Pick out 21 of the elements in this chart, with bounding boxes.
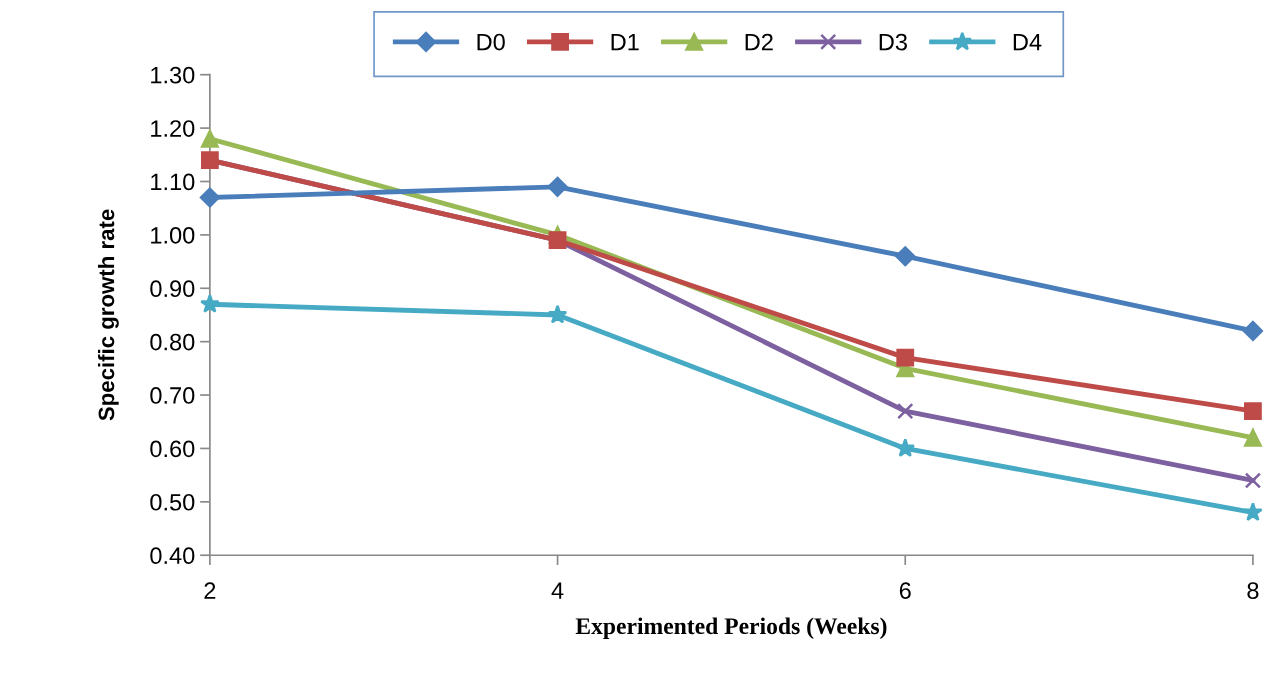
legend-label: D3	[879, 33, 907, 51]
y-tick-label: 1.00	[151, 226, 195, 244]
y-tick-label: 0.60	[150, 440, 195, 458]
y-tick-label: 0.80	[150, 333, 195, 351]
y-axis-title: Specific growth rate	[97, 209, 119, 421]
x-tick-label: 8	[1247, 582, 1259, 599]
x-tick-label: 4	[551, 582, 564, 599]
x-tick-label: 6	[899, 582, 911, 599]
legend-label: D4	[1013, 33, 1042, 51]
x-tick-label: 2	[204, 582, 216, 599]
y-tick-label: 0.70	[150, 387, 195, 404]
legend-label: D1	[611, 33, 639, 51]
y-tick-label: 0.40	[150, 547, 195, 565]
legend-label: D0	[477, 33, 505, 51]
x-axis-title: Experimented Periods (Weeks)	[575, 617, 887, 639]
y-tick-label: 1.30	[151, 66, 195, 84]
y-tick-label: 0.50	[150, 493, 195, 511]
legend-label: D2	[745, 33, 773, 51]
y-tick-label: 0.90	[150, 280, 195, 298]
y-tick-label: 1.10	[151, 173, 195, 191]
y-tick-label: 1.20	[151, 120, 195, 137]
